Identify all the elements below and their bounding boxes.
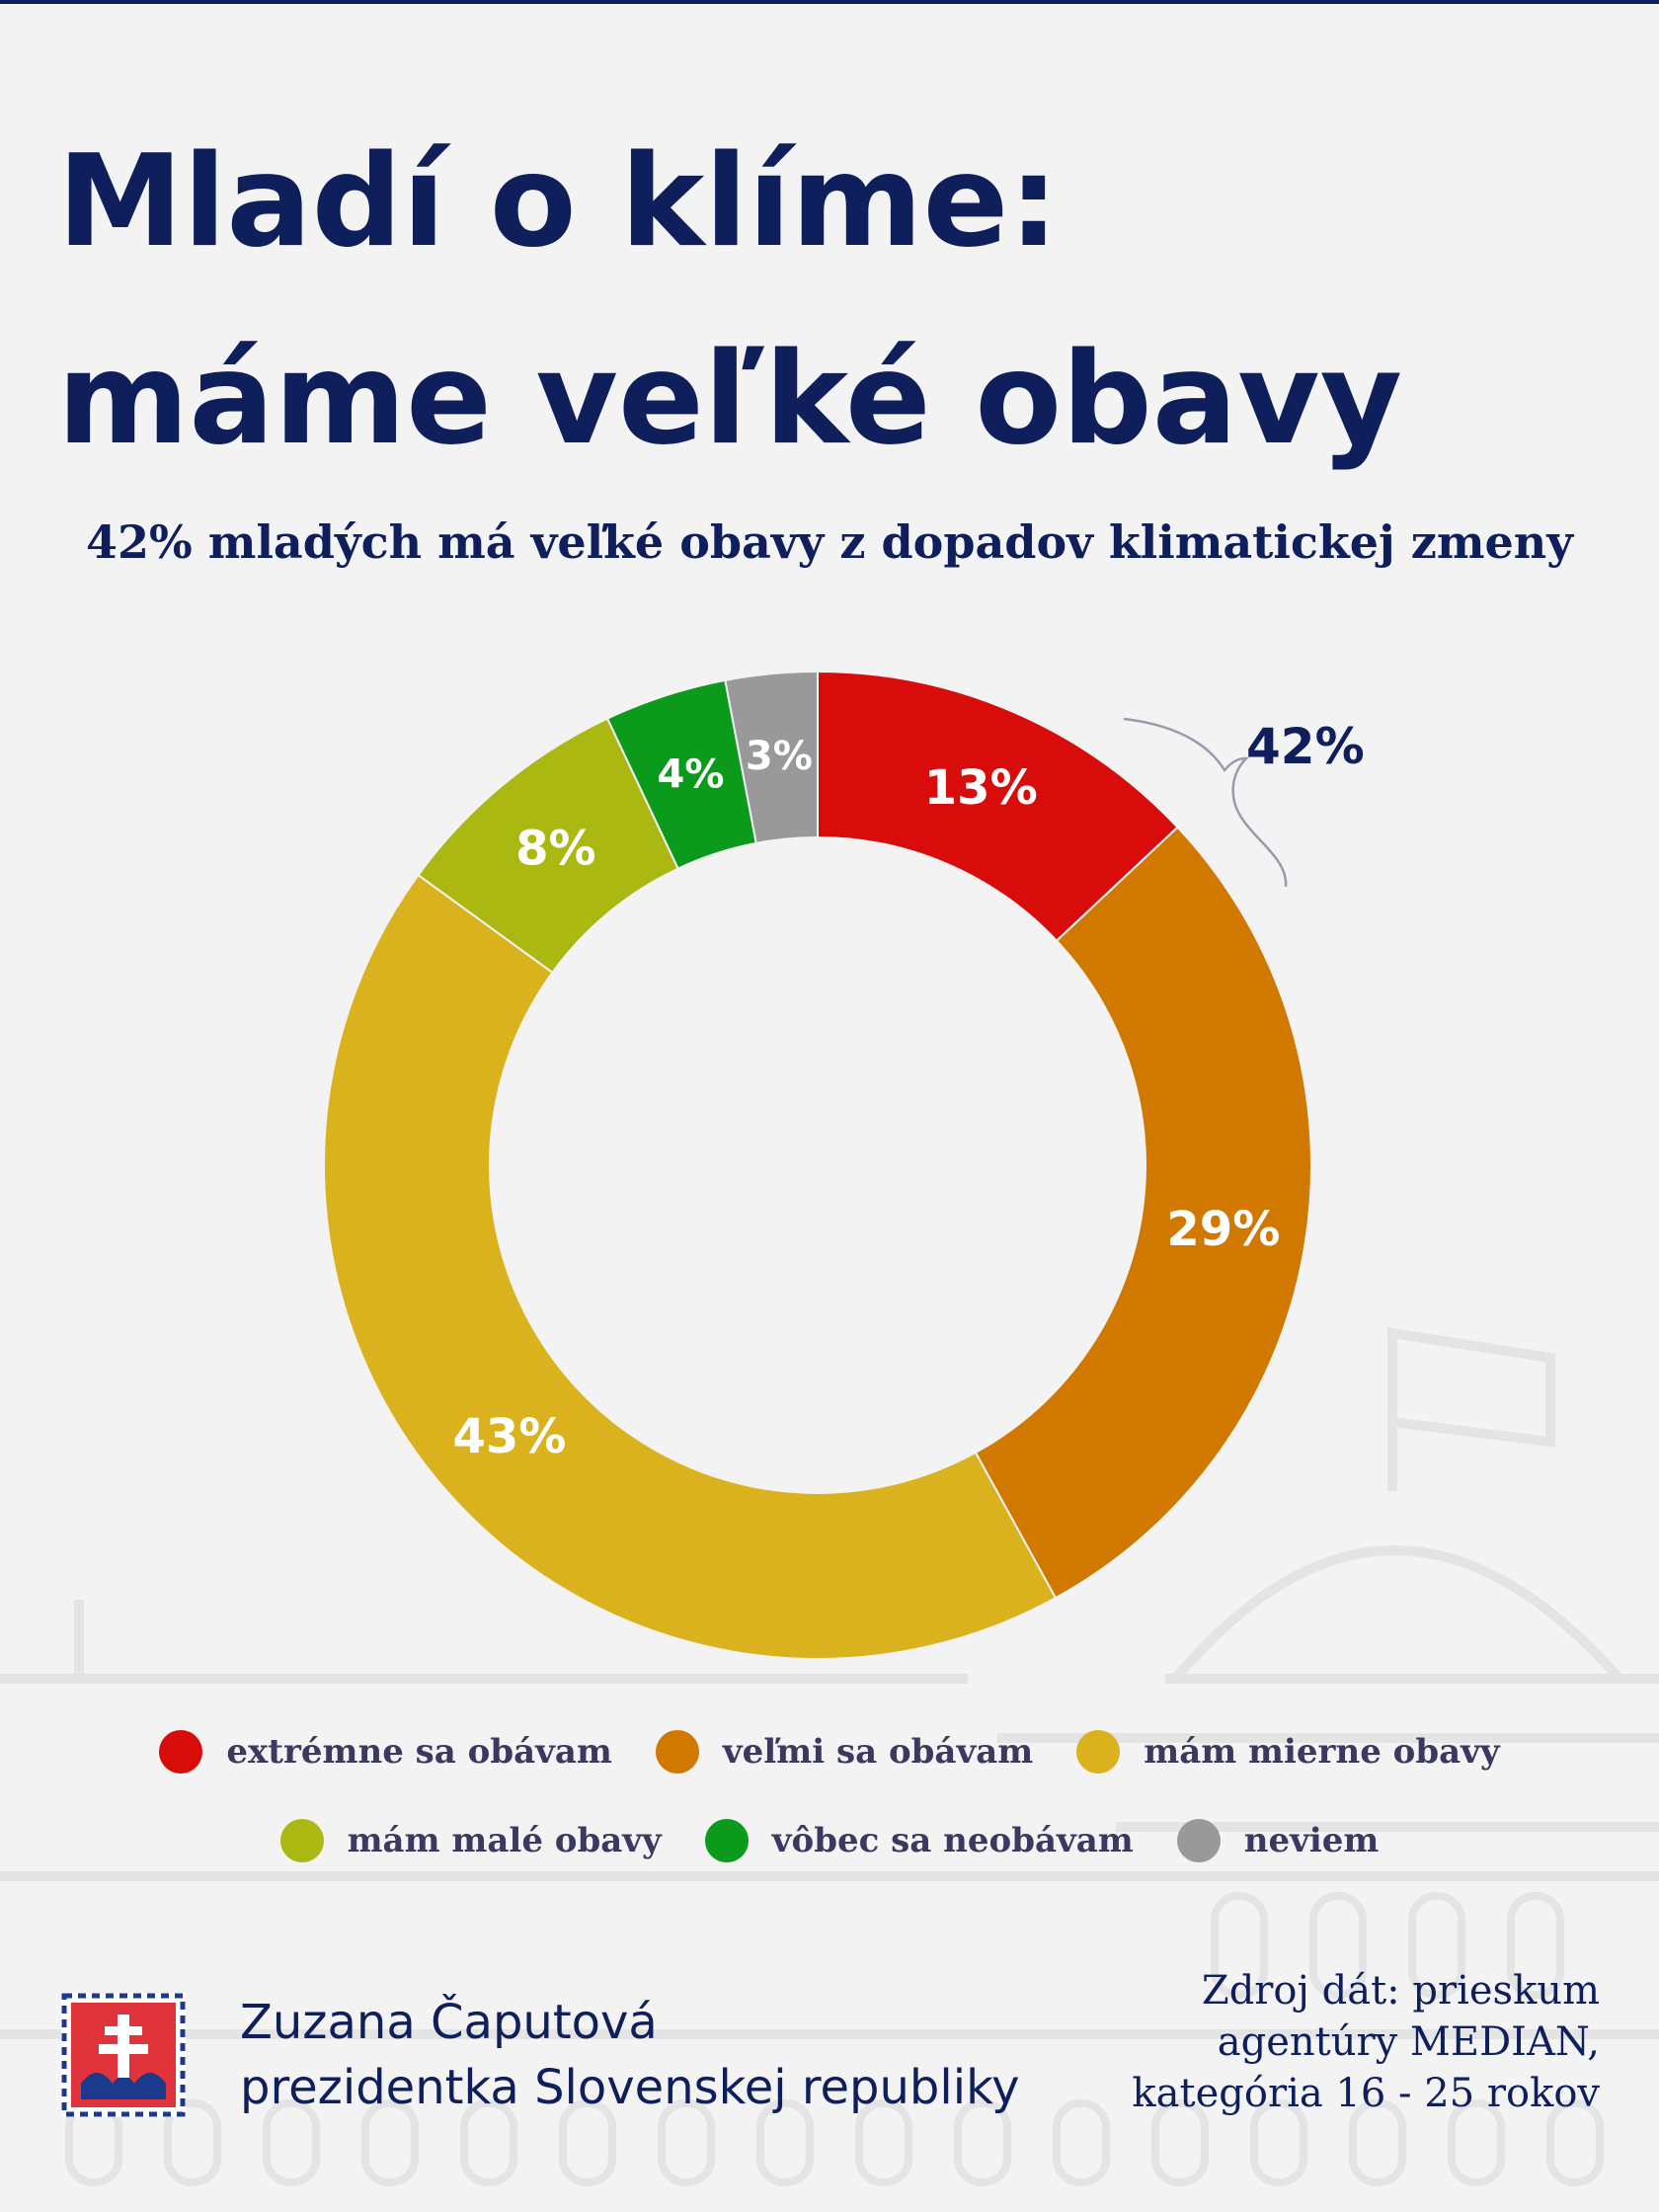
source-line-2: agentúry MEDIAN,	[1217, 2019, 1600, 2065]
legend-color-dot	[1176, 1819, 1221, 1862]
legend-item: veľmi sa obávam	[655, 1730, 1034, 1774]
footer-role: prezidentka Slovenskej republiky	[240, 2060, 1020, 2115]
donut-chart: 13% 29% 43% 8% 4% 3% 42%	[323, 670, 1365, 1660]
legend-item: vôbec sa neobávam	[704, 1819, 1134, 1862]
legend-label: extrémne sa obávam	[226, 1732, 612, 1772]
data-source-note: Zdroj dát: prieskum agentúry MEDIAN, kat…	[1132, 1965, 1600, 2119]
legend-color-dot	[655, 1730, 699, 1774]
page-title: Mladí o klíme: máme veľké obavy	[57, 104, 1598, 499]
legend-color-dot	[279, 1819, 324, 1862]
legend-label: mám mierne obavy	[1144, 1732, 1500, 1772]
source-line-3: kategória 16 - 25 rokov	[1132, 2071, 1600, 2116]
donut-slice-label-6: 3%	[746, 734, 813, 779]
donut-slice-label-2: 29%	[1166, 1202, 1280, 1257]
annotation-bracket	[1123, 717, 1288, 888]
title-line-1: Mladí o klíme:	[57, 128, 1060, 276]
top-border-line	[0, 0, 1659, 4]
title-line-2: máme veľké obavy	[57, 326, 1402, 473]
legend-label: veľmi sa obávam	[722, 1732, 1034, 1772]
donut-slice-6	[724, 670, 819, 845]
legend-row-2: mám malé obavy vôbec sa neobávam neviem	[0, 1819, 1659, 1862]
legend-item: neviem	[1176, 1819, 1380, 1862]
chart-subtitle: 42% mladých má veľké obavy z dopadov kli…	[86, 515, 1573, 569]
donut-slice-label-5: 4%	[657, 751, 724, 797]
donut-slice-labels: 13% 29% 43% 8% 4% 3%	[453, 734, 1281, 1464]
legend-label: neviem	[1243, 1821, 1380, 1860]
donut-slice-2	[974, 826, 1312, 1600]
donut-slice-label-3: 43%	[453, 1409, 567, 1464]
footer-branding: Zuzana Čaputová prezidentka Slovenskej r…	[61, 1990, 1020, 2120]
donut-slice-label-1: 13%	[924, 760, 1038, 816]
legend-label: mám malé obavy	[347, 1821, 662, 1860]
legend-color-dot	[159, 1730, 203, 1774]
slovak-coat-of-arms-icon	[61, 1993, 186, 2117]
source-line-1: Zdroj dát: prieskum	[1201, 1968, 1600, 2014]
legend-row-1: extrémne sa obávam veľmi sa obávam mám m…	[0, 1730, 1659, 1774]
donut-slices	[323, 670, 1312, 1660]
legend-color-dot	[1076, 1730, 1121, 1774]
legend-color-dot	[704, 1819, 749, 1862]
donut-slice-label-4: 8%	[515, 821, 596, 876]
legend-label: vôbec sa neobávam	[771, 1821, 1134, 1860]
legend-item: mám mierne obavy	[1076, 1730, 1500, 1774]
legend-item: extrémne sa obávam	[159, 1730, 612, 1774]
annotation-label: 42%	[1246, 718, 1365, 775]
donut-slice-3	[323, 873, 1058, 1660]
legend-item: mám malé obavy	[279, 1819, 662, 1862]
footer-name: Zuzana Čaputová	[240, 1995, 658, 2050]
